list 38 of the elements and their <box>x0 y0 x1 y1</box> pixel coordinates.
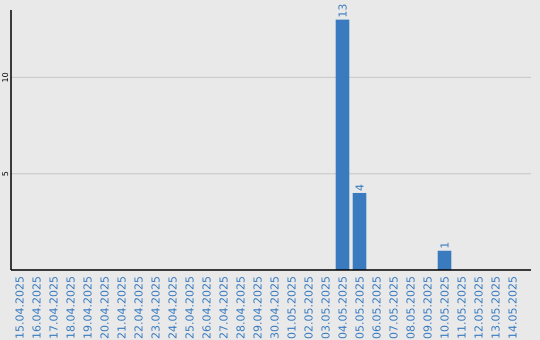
x-tick-label: 09.05.2025 <box>422 276 434 339</box>
x-tick-label: 02.05.2025 <box>302 276 316 339</box>
x-tick-label: 27.04.2025 <box>218 276 230 339</box>
bar <box>438 250 452 270</box>
y-tick-label: 10 <box>1 72 10 82</box>
x-tick-label: 14.05.2025 <box>506 276 520 339</box>
y-tick-label: 5 <box>1 171 10 176</box>
x-tick-label: 23.04.2025 <box>150 276 162 339</box>
x-tick-label: 15.04.2025 <box>14 276 26 339</box>
x-tick-label: 18.04.2025 <box>64 276 78 339</box>
bar <box>336 20 350 270</box>
x-tick-label: 01.05.2025 <box>286 276 298 339</box>
x-tick-label: 21.04.2025 <box>116 276 128 339</box>
x-tick-label: 20.04.2025 <box>98 276 112 339</box>
x-tick-label: 08.05.2025 <box>404 276 418 339</box>
x-tick-label: 29.04.2025 <box>252 276 264 339</box>
x-tick-label: 12.05.2025 <box>472 276 486 339</box>
x-tick-label: 17.04.2025 <box>48 276 60 339</box>
x-tick-label: 22.04.2025 <box>132 276 146 339</box>
x-tick-label: 16.04.2025 <box>30 276 44 339</box>
x-tick-label: 11.05.2025 <box>456 276 468 339</box>
x-tick-label: 30.04.2025 <box>268 276 282 339</box>
x-tick-label: 25.04.2025 <box>184 276 196 339</box>
bar <box>352 192 366 270</box>
data-label: 1 <box>438 242 452 249</box>
x-tick-label: 19.04.2025 <box>82 276 94 339</box>
x-tick-label: 07.05.2025 <box>388 276 400 339</box>
x-tick-label: 10.05.2025 <box>438 276 452 339</box>
x-tick-label: 13.05.2025 <box>490 276 502 339</box>
data-label: 13 <box>336 4 350 18</box>
x-tick-label: 05.05.2025 <box>354 276 366 339</box>
x-tick-label: 03.05.2025 <box>320 276 332 339</box>
x-tick-label: 26.04.2025 <box>200 276 214 339</box>
x-tick-label: 24.04.2025 <box>166 276 180 339</box>
data-label: 4 <box>354 184 366 191</box>
x-tick-label: 04.05.2025 <box>336 276 350 339</box>
x-tick-label: 06.05.2025 <box>370 276 384 339</box>
x-tick-label: 28.04.2025 <box>234 276 248 339</box>
